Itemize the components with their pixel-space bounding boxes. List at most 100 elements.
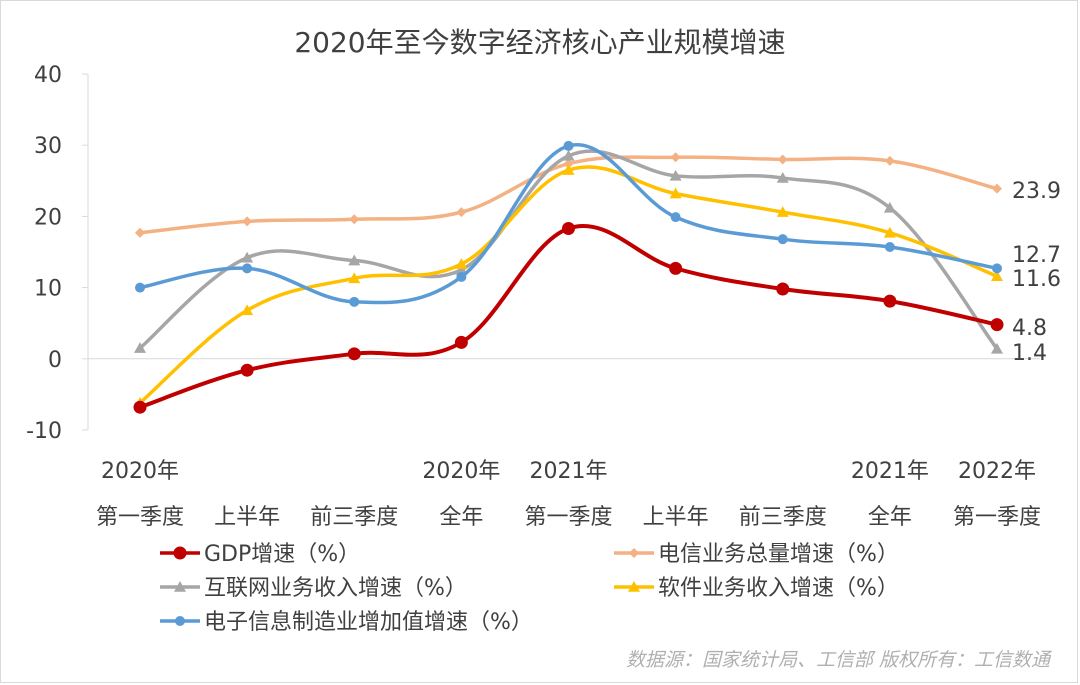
data-point <box>562 149 575 161</box>
series-1 <box>135 152 1002 238</box>
data-point <box>990 318 1004 332</box>
legend-label: 软件业务收入增速（%） <box>658 576 899 601</box>
data-point <box>669 169 682 181</box>
source-note: 数据源：国家统计局、工信部 版权所有：工信数通 <box>626 649 1053 671</box>
data-point <box>776 206 789 217</box>
data-point <box>670 152 681 163</box>
y-tick-label: 10 <box>34 277 62 302</box>
x-category-period: 第一季度 <box>953 505 1041 530</box>
data-point <box>455 263 468 275</box>
data-point <box>242 216 253 227</box>
data-point <box>349 214 360 225</box>
data-point <box>563 158 574 169</box>
data-point <box>135 282 145 293</box>
y-tick-label: 30 <box>34 134 62 159</box>
data-label: 12.7 <box>1012 243 1061 268</box>
data-point <box>348 272 361 284</box>
data-point <box>241 304 254 316</box>
data-point <box>562 164 575 175</box>
data-point <box>669 187 682 199</box>
series-4 <box>135 140 1002 307</box>
legend: GDP增速（%） 电信业务总量增速（%） 互联网业务收入增速（%） 软件业务收入增速（… <box>160 542 899 635</box>
y-tick-label: 0 <box>48 348 62 373</box>
data-point <box>133 400 147 414</box>
data-point <box>670 212 681 223</box>
x-category-year: 2020年 <box>101 459 179 484</box>
legend-item: GDP增速（%） <box>160 542 360 567</box>
series-line <box>138 149 999 351</box>
data-point <box>349 296 360 307</box>
x-category-year: 2021年 <box>530 459 608 484</box>
data-point <box>456 271 467 282</box>
data-point <box>240 363 254 377</box>
data-point <box>992 183 1002 194</box>
data-point <box>456 207 467 218</box>
data-point <box>883 201 896 213</box>
data-point <box>242 263 253 274</box>
x-category-period: 全年 <box>439 505 483 530</box>
data-point <box>241 251 254 263</box>
legend-item: 电信业务总量增速（%） <box>614 542 899 567</box>
data-point <box>454 335 468 349</box>
data-point <box>884 242 895 253</box>
data-label: 4.8 <box>1012 316 1047 341</box>
data-point <box>992 263 1002 274</box>
legend-swatch-marker <box>629 548 639 558</box>
data-point <box>776 171 789 183</box>
y-tick-label: 40 <box>34 63 62 88</box>
data-point <box>348 254 361 266</box>
data-point <box>777 154 788 165</box>
y-axis-ticks: -10 0 10 20 30 40 <box>26 63 62 444</box>
data-label: 11.6 <box>1012 267 1061 292</box>
data-point <box>669 261 683 275</box>
series-2 <box>134 149 1003 354</box>
data-point <box>884 155 895 166</box>
series-lines <box>133 140 1004 414</box>
legend-swatch-marker <box>175 616 185 626</box>
x-category-period: 上半年 <box>643 505 709 530</box>
data-label: 1.4 <box>1012 341 1047 366</box>
data-point <box>991 270 1003 282</box>
x-category-period: 全年 <box>868 505 912 530</box>
legend-swatch-marker <box>628 581 640 592</box>
y-tick-label: -10 <box>26 419 62 444</box>
data-point <box>562 222 575 236</box>
data-point <box>347 347 361 361</box>
x-category-period: 前三季度 <box>310 505 398 530</box>
legend-item: 电子信息制造业增加值增速（%） <box>160 610 533 635</box>
x-category-period: 第一季度 <box>524 505 612 530</box>
data-point <box>883 294 897 308</box>
legend-label: GDP增速（%） <box>204 542 360 567</box>
legend-item: 软件业务收入增速（%） <box>614 576 899 601</box>
data-point <box>991 342 1003 354</box>
data-point <box>455 258 468 269</box>
data-point <box>563 140 574 151</box>
legend-label: 电子信息制造业增加值增速（%） <box>204 610 533 635</box>
x-category-year: 2022年 <box>958 459 1036 484</box>
data-labels: 4.8 23.9 1.4 11.612.7 <box>1012 179 1061 366</box>
data-label: 23.9 <box>1012 179 1061 204</box>
legend-swatch-marker <box>174 581 186 592</box>
series-3 <box>134 164 1003 408</box>
legend-label: 电信业务总量增速（%） <box>658 542 899 567</box>
axes <box>82 73 1040 431</box>
data-point <box>883 226 896 238</box>
data-point <box>777 234 788 245</box>
x-category-year: 2020年 <box>422 459 500 484</box>
data-point <box>135 227 145 238</box>
x-category-period: 第一季度 <box>96 505 184 530</box>
chart-title: 2020年至今数字经济核心产业规模增速 <box>294 26 785 59</box>
x-category-year: 2021年 <box>851 459 929 484</box>
x-category-period: 上半年 <box>214 505 280 530</box>
data-point <box>776 282 790 296</box>
data-point <box>134 342 146 353</box>
series-0 <box>133 222 1004 414</box>
y-tick-label: 20 <box>34 205 62 230</box>
x-category-period: 前三季度 <box>739 505 827 530</box>
legend-swatch-marker <box>173 546 187 560</box>
legend-label: 互联网业务收入增速（%） <box>204 576 467 601</box>
legend-item: 互联网业务收入增速（%） <box>160 576 467 601</box>
